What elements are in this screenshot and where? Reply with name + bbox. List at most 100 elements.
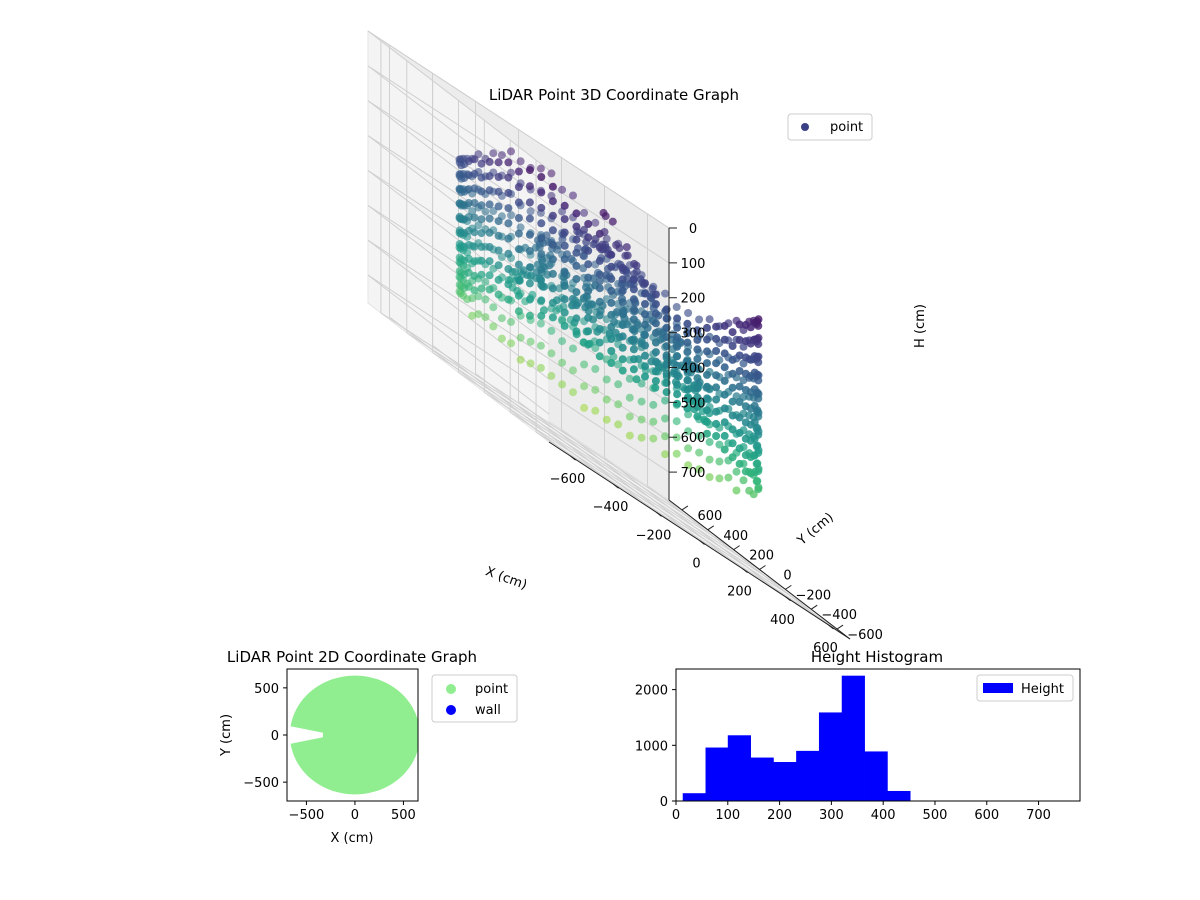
histogram-x-tick-label: 400 — [871, 808, 896, 823]
point-3d — [537, 219, 546, 228]
point-3d — [703, 359, 711, 368]
point-3d — [618, 332, 627, 341]
point-3d — [514, 214, 523, 222]
point-3d — [464, 282, 473, 291]
x-tick — [570, 455, 576, 461]
point-3d — [572, 209, 581, 218]
point-3d — [735, 382, 744, 391]
point-3d — [673, 352, 682, 361]
x-tick-label: −200 — [636, 528, 672, 543]
point-3d — [720, 335, 729, 344]
point-3d — [537, 173, 546, 181]
point-3d — [525, 263, 534, 272]
histogram-bar — [887, 790, 911, 801]
point-3d — [684, 427, 693, 436]
point-3d — [703, 406, 711, 415]
point-3d — [629, 325, 638, 334]
point-3d — [595, 338, 604, 347]
z-tick-label: 0 — [689, 222, 697, 237]
point-3d — [614, 380, 623, 389]
point-3d — [614, 400, 623, 409]
point-3d — [683, 329, 692, 338]
histogram-legend-swatch — [983, 683, 1013, 693]
chart-2d-plot-area — [290, 675, 418, 795]
point-3d — [602, 415, 611, 424]
point-3d — [720, 363, 729, 372]
point-3d — [525, 182, 534, 191]
point-3d — [735, 444, 744, 453]
point-3d — [703, 394, 711, 403]
point-3d — [735, 320, 744, 329]
chart-3d: LiDAR Point 3D Coordinate Graph −600 −400… — [367, 29, 928, 656]
point-3d — [595, 270, 604, 279]
point-3d — [741, 320, 750, 329]
point-3d — [661, 414, 670, 423]
chart-3d-legend-marker — [801, 123, 809, 131]
point-3d — [683, 338, 692, 347]
chart-2d-x-tick-label: −500 — [289, 808, 325, 823]
grid-floor-y — [535, 431, 838, 630]
point-3d — [525, 311, 534, 320]
grid-left-z — [367, 274, 550, 415]
point-3d — [618, 298, 627, 307]
point-3d — [683, 357, 692, 366]
point-3d — [673, 333, 682, 342]
point-3d — [470, 213, 479, 222]
point-3d — [695, 315, 704, 324]
point-3d — [618, 343, 627, 352]
point-3d — [569, 366, 577, 375]
histogram-legend-box — [976, 674, 1074, 702]
chart-2d-x-tick-label: 0 — [351, 808, 359, 823]
point-3d — [572, 261, 581, 270]
point-3d — [607, 323, 616, 331]
point-3d — [651, 367, 660, 376]
chart-2d-legend-label-point: point — [475, 682, 508, 697]
y-tick — [707, 525, 715, 531]
point-3d — [481, 207, 490, 216]
point-3d — [720, 376, 729, 385]
point-3d — [608, 217, 617, 226]
point-3d — [715, 457, 724, 466]
point-3d — [672, 417, 681, 426]
point-3d — [651, 319, 660, 328]
point-3d — [525, 230, 534, 239]
grid-floor-y — [406, 332, 709, 531]
grid-floor-y — [432, 352, 734, 551]
point-3d — [477, 256, 486, 265]
point-3d — [489, 149, 498, 158]
grid-floor-y — [458, 372, 760, 570]
point-3d — [485, 186, 494, 195]
point-3d — [514, 307, 523, 316]
point-3d — [703, 347, 711, 356]
point-3d — [485, 271, 494, 280]
histogram-legend: Height — [976, 674, 1074, 702]
point-3d — [607, 250, 616, 259]
y-tick — [759, 565, 766, 570]
point-3d — [629, 305, 638, 314]
point-3d — [684, 309, 693, 317]
point-3d — [497, 151, 506, 160]
point-3d — [712, 419, 721, 428]
point-3d — [641, 362, 649, 371]
histogram-x-tick-label: 100 — [715, 808, 740, 823]
point-3d — [591, 218, 600, 227]
point-3d — [504, 173, 513, 182]
point-3d — [470, 286, 479, 295]
point-3d — [591, 365, 600, 373]
point-3d — [649, 400, 658, 409]
point-3d — [607, 262, 616, 271]
point-3d — [519, 266, 528, 275]
point-3d — [720, 404, 729, 413]
point-3d — [651, 357, 660, 366]
histogram-x-tick-label: 500 — [923, 808, 948, 823]
point-3d — [569, 191, 577, 200]
point-3d — [661, 396, 670, 405]
point-3d — [548, 197, 557, 206]
point-3d — [526, 337, 535, 346]
point-3d — [705, 438, 714, 446]
point-3d — [580, 208, 589, 217]
point-3d — [625, 374, 634, 383]
point-3d — [470, 199, 479, 207]
point-3d — [494, 231, 503, 240]
point-3d — [485, 257, 494, 266]
